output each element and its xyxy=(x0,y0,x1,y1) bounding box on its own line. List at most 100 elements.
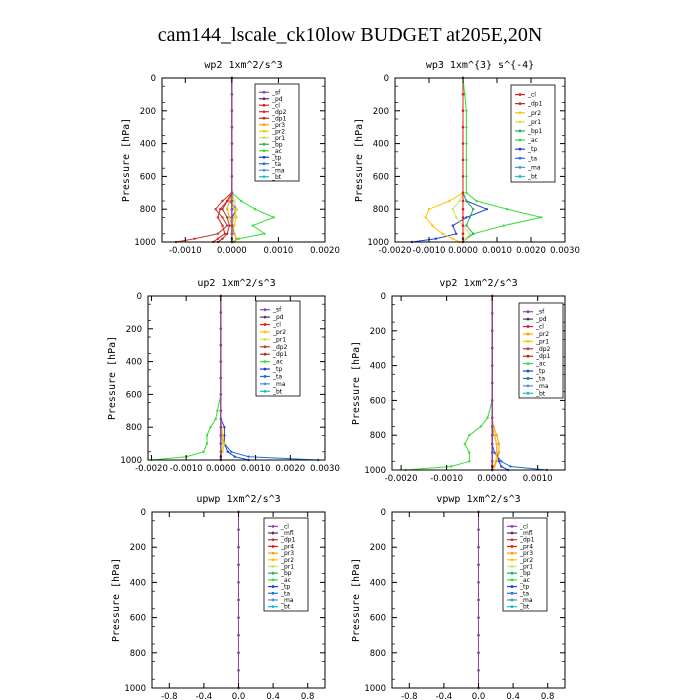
legend-marker xyxy=(510,558,514,562)
legend-marker xyxy=(263,352,267,356)
data-point xyxy=(233,232,236,235)
data-point xyxy=(500,460,503,463)
legend-marker xyxy=(262,136,266,140)
data-point xyxy=(465,191,468,194)
legend-label: _ac xyxy=(280,577,291,584)
y-axis-label: Pressure [hPa] xyxy=(121,118,132,202)
data-point xyxy=(193,237,196,240)
data-point xyxy=(230,126,234,129)
legend-marker xyxy=(526,317,530,321)
data-point xyxy=(497,460,501,463)
legend-marker xyxy=(510,578,514,582)
legend-label: _ac xyxy=(271,148,282,155)
data-point xyxy=(237,237,240,240)
x-tick-label: 0.0020 xyxy=(310,246,340,256)
data-point xyxy=(477,634,480,637)
data-point xyxy=(493,434,496,437)
legend-marker xyxy=(271,545,275,548)
data-point xyxy=(491,451,494,454)
data-point xyxy=(233,216,236,219)
legend-label: _cl xyxy=(272,322,281,329)
legend-marker xyxy=(271,531,275,535)
legend-marker xyxy=(526,369,530,373)
data-point xyxy=(509,465,512,468)
data-point xyxy=(486,416,489,419)
data-point xyxy=(216,232,220,235)
x-tick-label: -0.0020 xyxy=(135,464,168,474)
data-point xyxy=(461,208,465,211)
legend-marker xyxy=(263,345,267,349)
data-point xyxy=(235,216,238,219)
legend-label: _mfl xyxy=(280,530,294,537)
data-point xyxy=(465,109,468,113)
legend-marker xyxy=(518,102,522,106)
legend-marker xyxy=(262,110,266,114)
y-tick-label: 0 xyxy=(384,74,389,84)
legend-marker xyxy=(518,156,522,160)
legend-marker xyxy=(526,347,530,351)
data-point xyxy=(491,442,494,446)
data-point xyxy=(468,460,471,463)
panels-group: wp2 1xm^2/s^3 Pressure [hPa] 0 200 400 600 800… xyxy=(107,60,580,700)
panel-3: up2 1xm^2/s^3 Pressure [hPa] 0 200 400 600 800… xyxy=(107,278,340,474)
data-point xyxy=(219,409,223,412)
legend-marker xyxy=(510,598,514,602)
x-tick-label: 0.0010 xyxy=(482,246,512,256)
data-point xyxy=(235,237,238,240)
y-axis-label: Pressure [hPa] xyxy=(351,341,362,425)
legend-label: _cl xyxy=(519,523,528,530)
data-point xyxy=(468,232,471,235)
y-tick-label: 0 xyxy=(137,292,142,302)
data-point xyxy=(441,232,444,235)
x-tick-label: -0.0010 xyxy=(413,246,446,256)
legend-label: _ma xyxy=(280,597,294,604)
y-tick-label: 1000 xyxy=(134,238,156,248)
y-axis-label: Pressure [hPa] xyxy=(354,118,365,202)
y-tick-label: 800 xyxy=(140,205,156,215)
legend-label: _ac xyxy=(535,361,546,368)
plot-frame xyxy=(161,77,326,243)
legend-label: _bt xyxy=(519,604,530,611)
legend-marker xyxy=(526,391,530,395)
data-point xyxy=(226,232,229,235)
legend-box xyxy=(254,83,300,182)
data-point xyxy=(233,199,236,203)
y-tick-label: 400 xyxy=(130,578,146,588)
data-point xyxy=(223,434,226,437)
data-point xyxy=(219,376,223,380)
y-tick-label: 200 xyxy=(370,543,386,553)
data-point xyxy=(463,442,466,446)
y-tick-label: 800 xyxy=(130,649,146,659)
data-point xyxy=(465,175,468,178)
y-tick-label: 200 xyxy=(140,107,156,117)
data-point xyxy=(491,460,494,463)
data-point xyxy=(455,232,458,235)
legend-label: _bp xyxy=(519,570,531,577)
data-point xyxy=(461,109,465,113)
legend-marker xyxy=(271,585,275,588)
data-point xyxy=(465,158,468,162)
legend-marker xyxy=(263,323,267,326)
x-tick-label: 0.0000 xyxy=(448,246,478,256)
legend-marker xyxy=(510,551,514,555)
y-tick-label: 600 xyxy=(140,172,156,182)
legend-label: _cl xyxy=(271,102,280,109)
y-tick-label: 400 xyxy=(370,578,386,588)
data-point xyxy=(502,224,505,227)
legend-label: _dp1 xyxy=(272,351,288,358)
y-tick-label: 800 xyxy=(126,423,142,433)
legend-label: _pr1 xyxy=(519,564,533,571)
legend-marker xyxy=(262,90,266,94)
legend-label: _sf xyxy=(272,307,282,314)
y-axis-label: Pressure [hPa] xyxy=(107,336,118,420)
data-point xyxy=(226,208,229,211)
legend-label: _pd xyxy=(535,316,547,323)
x-tick-label: -0.0010 xyxy=(430,474,463,484)
x-tick-label: 0.0010 xyxy=(241,464,271,474)
legend-marker xyxy=(263,367,267,371)
x-tick-label: -0.4 xyxy=(196,692,213,700)
legend-label: _ac xyxy=(272,359,283,366)
data-point xyxy=(237,669,240,672)
panel-6: vpwp 1xm^2/s^3 Pressure [hPa] 0 200 400 600 80… xyxy=(351,494,566,700)
data-point xyxy=(448,199,451,203)
